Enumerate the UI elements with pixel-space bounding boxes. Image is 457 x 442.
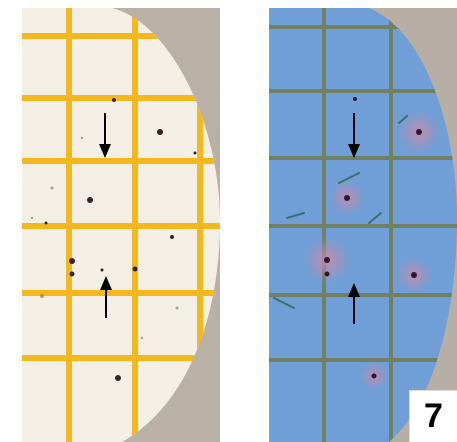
right-debris-streaks [273, 115, 408, 309]
left-arrow-up [100, 276, 112, 318]
right-colonies [324, 97, 422, 379]
left-membrane-image [22, 8, 220, 442]
figure-number-label: 7 [409, 390, 457, 442]
left-colonies [44, 98, 197, 381]
left-debris [30, 136, 179, 340]
left-panel [22, 8, 220, 442]
right-arrow-up [348, 283, 360, 324]
left-arrow-down [99, 113, 111, 158]
right-membrane-image [269, 8, 457, 442]
right-arrow-down [348, 113, 360, 158]
right-panel [269, 8, 457, 442]
